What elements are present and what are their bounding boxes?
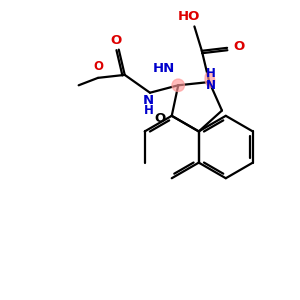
- Text: O: O: [110, 34, 122, 47]
- Text: HO: HO: [178, 10, 200, 23]
- Text: HN: HN: [153, 62, 176, 75]
- Text: O: O: [93, 60, 103, 74]
- Circle shape: [172, 79, 184, 92]
- Text: O: O: [233, 40, 244, 53]
- Text: H: H: [144, 104, 153, 117]
- Text: N: N: [143, 94, 154, 107]
- Ellipse shape: [205, 72, 215, 87]
- Text: O: O: [154, 112, 165, 125]
- Text: H
N: H N: [206, 67, 215, 92]
